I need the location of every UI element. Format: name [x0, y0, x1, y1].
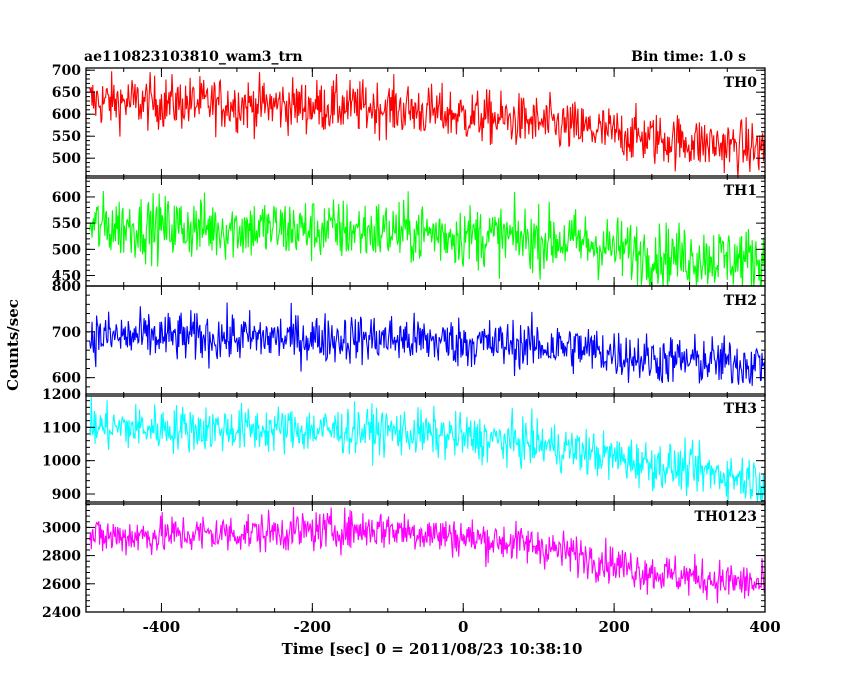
panel-frame	[85, 501, 766, 613]
panel-stack: 500 550 600 650 700 TH0 450 500 550 600 TH1 600 700 8…	[42, 63, 781, 636]
x-tick-label: -200	[294, 618, 332, 636]
x-axis-label: Time [sec] 0 = 2011/08/23 10:38:10	[282, 640, 583, 658]
y-tick-label: 1100	[42, 420, 81, 436]
y-tick-label: 700	[52, 325, 81, 341]
y-tick-label: 650	[52, 85, 81, 101]
y-tick-label: 900	[52, 487, 81, 503]
panel-label: TH3	[724, 401, 757, 417]
series-line-th0123	[89, 507, 765, 604]
y-tick-label: 1200	[42, 387, 81, 403]
y-tick-label: 600	[52, 190, 81, 206]
panel-th1: 450 500 550 600 TH1	[52, 175, 766, 287]
series-line-th1	[89, 191, 765, 286]
panel-label: TH0123	[694, 509, 757, 525]
y-tick-label: 2800	[42, 549, 81, 565]
y-tick-label: 600	[52, 371, 81, 387]
panel-th2: 600 700 800 TH2	[52, 279, 766, 397]
panel-label: TH0	[724, 75, 758, 91]
y-tick-label: 2600	[42, 577, 81, 593]
figure-title: ae110823103810_wam3_trn	[84, 49, 303, 65]
series-line-th0	[89, 71, 765, 178]
x-tick-label: -400	[143, 618, 181, 636]
y-tick-label: 500	[52, 151, 81, 167]
y-tick-label: 550	[52, 216, 81, 232]
y-tick-label: 550	[52, 129, 81, 145]
panel-th0123: 2400 2600 2800 3000 TH0123	[42, 501, 766, 621]
x-tick-label: 0	[458, 618, 468, 636]
y-tick-label: 1000	[42, 454, 81, 470]
y-tick-label: 450	[52, 269, 81, 285]
x-tick-label: 400	[749, 618, 780, 636]
series-line-th3	[89, 396, 765, 504]
panel-label: TH2	[724, 293, 757, 309]
y-tick-label: 3000	[42, 520, 81, 536]
bin-time-label: Bin time: 1.0 s	[631, 49, 746, 65]
panel-frame	[85, 393, 766, 505]
y-tick-label: 800	[52, 279, 81, 295]
y-tick-label: 500	[52, 242, 81, 258]
series-line-th2	[89, 302, 765, 387]
panel-th3: 900 1000 1100 1200 TH3	[42, 387, 766, 505]
panel-th0: 500 550 600 650 700 TH0	[52, 63, 766, 179]
y-tick-label: 700	[52, 63, 81, 79]
y-tick-label: 600	[52, 107, 81, 123]
y-axis-label: Counts/sec	[4, 299, 22, 391]
panel-label: TH1	[724, 183, 757, 199]
x-tick-label: 200	[598, 618, 629, 636]
y-tick-label: 2400	[42, 605, 81, 621]
